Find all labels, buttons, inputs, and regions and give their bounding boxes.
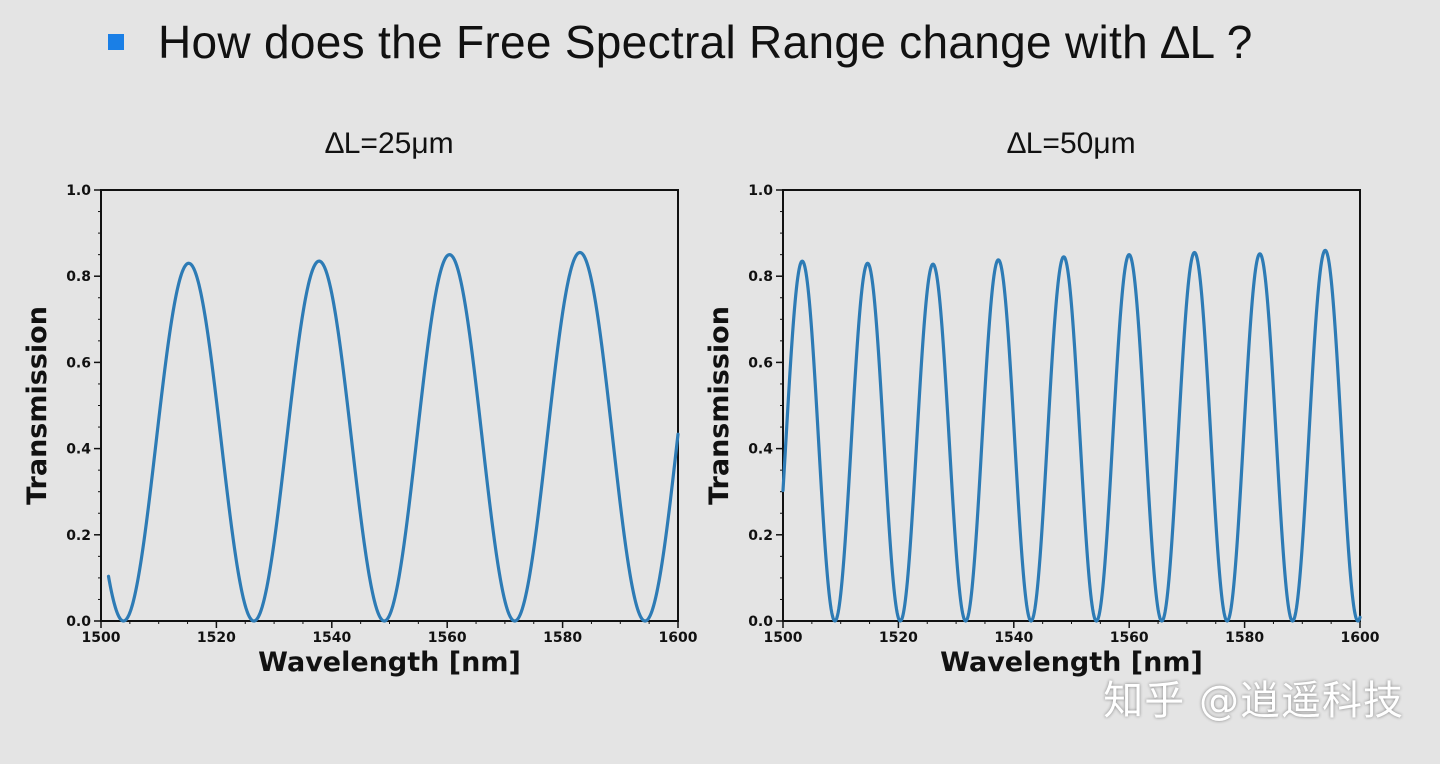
y-tick-label: 0.6 [66,355,91,371]
bullet-square-icon [108,34,124,50]
x-tick-label: 1600 [659,630,698,646]
slide-heading: How does the Free Spectral Range change … [158,16,1253,68]
y-axis-label: Transmission [704,306,735,505]
y-tick-label: 0.6 [748,355,773,371]
x-axis-label: Wavelength [nm] [258,647,521,678]
transmission-series-line [781,248,1362,623]
y-tick-label: 0.2 [748,528,773,544]
x-tick-label: 1500 [764,630,803,646]
y-tick-label: 0.2 [66,528,91,544]
bullet-point: How does the Free Spectral Range change … [108,12,1253,72]
x-tick-label: 1560 [428,630,467,646]
x-tick-label: 1520 [197,630,236,646]
y-tick-label: 1.0 [748,183,773,199]
y-tick-label: 0.4 [748,442,773,458]
y-axis-label: Transmission [22,306,53,505]
x-tick-label: 1540 [312,630,351,646]
y-tick-label: 0.0 [66,614,91,630]
y-tick-label: 0.8 [66,269,91,285]
x-tick-label: 1500 [82,630,121,646]
y-tick-label: 0.8 [748,269,773,285]
chart-panel-1: ∆L=25μm 0.0 0.2 0.4 0.6 0.8 1.0 1500 1520 1540 156… [22,127,698,678]
plot-frame [100,189,679,622]
x-tick-label: 1520 [879,630,918,646]
y-tick-label: 0.0 [748,614,773,630]
transmission-series-line [106,250,680,623]
y-tick-label: 0.4 [66,442,91,458]
x-tick-label: 1600 [1341,630,1380,646]
x-axis-label: Wavelength [nm] [940,647,1203,678]
y-tick-label: 1.0 [66,183,91,199]
x-tick-label: 1580 [543,630,582,646]
chart-title: ∆L=50μm [1007,127,1135,160]
chart-title: ∆L=25μm [325,127,453,160]
watermark: 知乎 @逍遥科技 [1103,678,1404,724]
x-tick-label: 1560 [1110,630,1149,646]
chart-panel-2: ∆L=50μm 0.0 0.2 0.4 0.6 0.8 1.0 1500 1520 1540 156… [704,127,1380,678]
x-tick-label: 1580 [1225,630,1264,646]
x-tick-label: 1540 [994,630,1033,646]
